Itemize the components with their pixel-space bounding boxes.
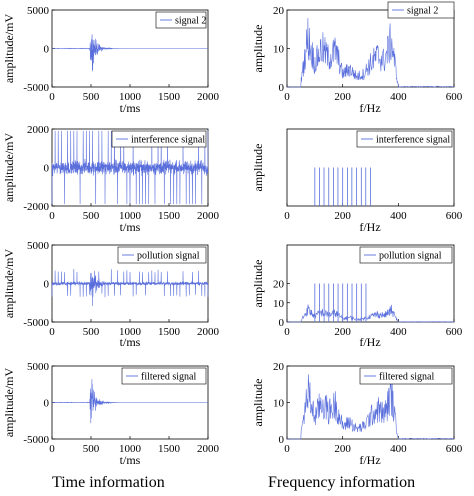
x-tick-label: 2000: [197, 326, 220, 338]
x-tick-label: 0: [284, 326, 290, 338]
y-tick-label: 10: [273, 44, 285, 56]
y-tick-label: -2000: [23, 201, 49, 213]
x-tick-label: 400: [390, 443, 407, 455]
y-tick-label: 10: [273, 398, 285, 410]
x-tick-label: 600: [446, 210, 463, 222]
y-axis-label: amplitude/mV: [2, 368, 16, 438]
x-tick-label: 200: [334, 210, 351, 222]
legend-label: signal 2: [407, 6, 438, 17]
x-tick-label: 1000: [119, 326, 142, 338]
legend-label: signal 2: [175, 16, 206, 27]
y-tick-label: 20: [273, 361, 285, 373]
plot-frame-2: [286, 9, 455, 88]
y-axis-label: amplitude: [251, 144, 265, 192]
x-tick-label: 0: [49, 210, 55, 222]
y-tick-label: -5000: [23, 82, 49, 94]
x-axis-label: f/Hz: [359, 101, 380, 115]
x-tick-label: 200: [334, 443, 351, 455]
y-axis-label: amplitude: [251, 25, 265, 73]
x-axis-label: f/Hz: [359, 220, 380, 234]
y-tick-label: 5000: [27, 5, 50, 17]
x-tick-label: 2000: [197, 210, 220, 222]
x-tick-label: 1500: [158, 91, 181, 103]
y-tick-label: 0: [44, 279, 50, 291]
x-tick-label: 500: [83, 443, 100, 455]
y-tick-label: 2000: [27, 124, 50, 136]
legend-box: [356, 130, 453, 148]
x-tick-label: 0: [284, 91, 290, 103]
y-tick-label: -5000: [23, 434, 49, 446]
x-tick-label: 400: [390, 326, 407, 338]
y-tick-label: -5000: [23, 317, 49, 329]
x-tick-label: 0: [49, 91, 55, 103]
x-tick-label: 1000: [119, 210, 142, 222]
legend-box: [359, 246, 453, 264]
x-tick-label: 400: [390, 91, 407, 103]
x-tick-label: 1000: [119, 91, 142, 103]
y-tick-label: 5000: [27, 240, 50, 252]
y-axis-label: amplitude: [251, 379, 265, 427]
y-tick-label: 0: [44, 44, 50, 56]
x-axis-label: f/Hz: [359, 453, 380, 467]
x-axis-label: t/ms: [120, 101, 141, 115]
x-tick-label: 500: [83, 326, 100, 338]
y-tick-label: 0: [279, 317, 285, 329]
x-tick-label: 400: [390, 210, 407, 222]
caption-time: Time information: [52, 474, 165, 491]
series-line: [51, 130, 209, 205]
y-axis-label: amplitude/mV: [2, 133, 16, 203]
y-axis-label: amplitude: [251, 260, 265, 308]
x-tick-label: 600: [446, 443, 463, 455]
x-tick-label: 1500: [158, 326, 181, 338]
x-tick-label: 0: [49, 443, 55, 455]
legend-box: [111, 130, 207, 148]
legend-label: pollution signal: [137, 251, 200, 262]
series-line: [287, 17, 455, 88]
series-line: [51, 34, 208, 72]
x-tick-label: 500: [83, 91, 100, 103]
y-tick-label: 0: [279, 82, 285, 94]
y-tick-label: 20: [273, 5, 285, 17]
series-line: [52, 379, 208, 424]
legend-label: interference signal: [376, 135, 450, 146]
legend-label: pollution signal: [379, 251, 442, 262]
legend-box: [359, 367, 453, 385]
x-tick-label: 600: [446, 91, 463, 103]
x-tick-label: 1500: [158, 443, 181, 455]
legend-box: [387, 1, 455, 19]
caption-frequency: Frequency information: [268, 474, 416, 491]
x-tick-label: 2000: [197, 91, 220, 103]
y-tick-label: 10: [273, 298, 285, 310]
y-tick-label: 0: [44, 163, 50, 175]
x-axis-label: t/ms: [120, 453, 141, 467]
legend-box: [155, 11, 207, 29]
legend-label: filtered signal: [141, 372, 196, 383]
x-tick-label: 600: [446, 326, 463, 338]
x-axis-label: t/ms: [120, 220, 141, 234]
x-tick-label: 0: [49, 326, 55, 338]
x-tick-label: 500: [83, 210, 100, 222]
x-tick-label: 1500: [158, 210, 181, 222]
x-axis-label: t/ms: [120, 335, 141, 349]
y-axis-label: amplitude/mV: [2, 249, 16, 319]
y-axis-label: amplitude/mV: [2, 14, 16, 84]
x-tick-label: 1000: [119, 443, 142, 455]
series-line: [51, 268, 209, 307]
legend-box: [121, 367, 207, 385]
x-tick-label: 200: [334, 326, 351, 338]
x-tick-label: 200: [334, 91, 351, 103]
y-tick-label: 0: [44, 398, 50, 410]
x-tick-label: 0: [284, 443, 290, 455]
legend-label: filtered signal: [379, 372, 434, 383]
y-tick-label: 20: [273, 279, 285, 291]
legend-label: interference signal: [131, 135, 205, 146]
x-tick-label: 0: [284, 210, 290, 222]
x-tick-label: 2000: [197, 443, 220, 455]
y-tick-label: 0: [279, 434, 285, 446]
legend-box: [117, 246, 207, 264]
y-tick-label: 5000: [27, 361, 50, 373]
series-line: [287, 374, 455, 440]
x-axis-label: f/Hz: [359, 335, 380, 349]
